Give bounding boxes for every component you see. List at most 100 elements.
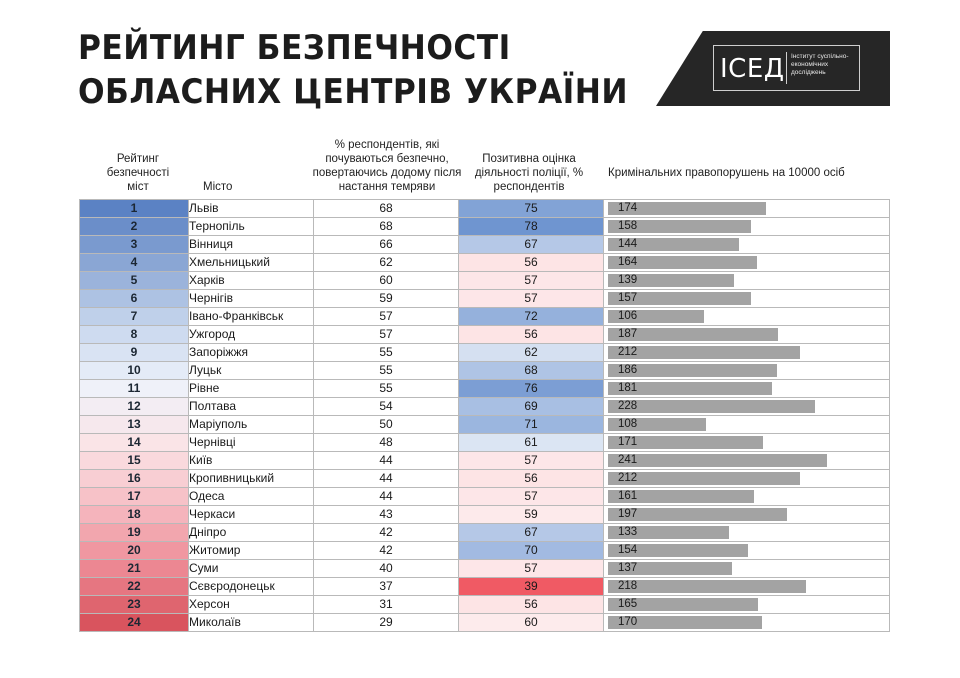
crime-value: 144 (618, 238, 638, 250)
safe-percent-cell: 44 (313, 451, 459, 470)
city-cell: Маріуполь (188, 415, 314, 434)
city-cell: Миколаїв (188, 613, 314, 632)
crime-bar (608, 202, 766, 215)
city-cell: Вінниця (188, 235, 314, 254)
crime-bar (608, 526, 729, 539)
rank-cell: 20 (79, 541, 189, 560)
safe-percent-cell: 59 (313, 289, 459, 308)
police-rating-cell: 68 (458, 361, 604, 380)
logo-divider (786, 52, 787, 84)
table-row: 10 Луцьк 55 68 186 (79, 361, 890, 380)
table-row: 7 Івано-Франківськ 57 72 106 (79, 307, 890, 326)
police-rating-cell: 57 (458, 487, 604, 506)
rank-cell: 4 (79, 253, 189, 272)
police-rating-cell: 71 (458, 415, 604, 434)
table-row: 5 Харків 60 57 139 (79, 271, 890, 290)
rank-cell: 17 (79, 487, 189, 506)
police-rating-cell: 75 (458, 199, 604, 218)
police-rating-cell: 60 (458, 613, 604, 632)
city-cell: Луцьк (188, 361, 314, 380)
police-rating-cell: 56 (458, 595, 604, 614)
safe-percent-cell: 50 (313, 415, 459, 434)
crime-value: 170 (618, 616, 638, 628)
police-rating-cell: 57 (458, 289, 604, 308)
table-row: 17 Одеса 44 57 161 (79, 487, 890, 506)
crime-bar (608, 616, 762, 629)
safe-percent-cell: 54 (313, 397, 459, 416)
logo: ІСЕД Інститут суспільно-економічних досл… (656, 31, 890, 106)
crime-bar (608, 508, 787, 521)
crime-bar (608, 238, 739, 251)
crime-bar (608, 472, 800, 485)
logo-frame: ІСЕД Інститут суспільно-економічних досл… (713, 45, 860, 91)
crime-value: 218 (618, 580, 638, 592)
crime-value: 106 (618, 310, 638, 322)
safe-percent-cell: 29 (313, 613, 459, 632)
rank-cell: 5 (79, 271, 189, 290)
crime-value: 161 (618, 490, 638, 502)
police-rating-cell: 57 (458, 271, 604, 290)
rank-cell: 13 (79, 415, 189, 434)
crime-cell: 187 (603, 325, 890, 344)
crime-value: 158 (618, 220, 638, 232)
table-row: 15 Київ 44 57 241 (79, 451, 890, 470)
table-row: 6 Чернігів 59 57 157 (79, 289, 890, 308)
crime-value: 187 (618, 328, 638, 340)
police-rating-cell: 67 (458, 235, 604, 254)
police-rating-cell: 69 (458, 397, 604, 416)
crime-value: 133 (618, 526, 638, 538)
city-cell: Одеса (188, 487, 314, 506)
crime-cell: 106 (603, 307, 890, 326)
title-line-1: РЕЙТИНГ БЕЗПЕЧНОСТІ (78, 28, 511, 68)
safe-percent-cell: 42 (313, 541, 459, 560)
title-line-2: ОБЛАСНИХ ЦЕНТРІВ УКРАЇНИ (78, 72, 629, 112)
crime-cell: 174 (603, 199, 890, 218)
city-cell: Чернівці (188, 433, 314, 452)
police-rating-cell: 72 (458, 307, 604, 326)
crime-bar (608, 328, 778, 341)
table-row: 3 Вінниця 66 67 144 (79, 235, 890, 254)
crime-bar (608, 436, 763, 449)
page-title: РЕЙТИНГ БЕЗПЕЧНОСТІ ОБЛАСНИХ ЦЕНТРІВ УКР… (78, 26, 628, 114)
rank-cell: 15 (79, 451, 189, 470)
safe-percent-cell: 43 (313, 505, 459, 524)
crime-cell: 164 (603, 253, 890, 272)
crime-value: 157 (618, 292, 638, 304)
crime-bar (608, 490, 754, 503)
crime-bar (608, 544, 748, 557)
rank-cell: 10 (79, 361, 189, 380)
police-rating-cell: 78 (458, 217, 604, 236)
table-row: 20 Житомир 42 70 154 (79, 541, 890, 560)
table-row: 23 Херсон 31 56 165 (79, 595, 890, 614)
crime-cell: 137 (603, 559, 890, 578)
safe-percent-cell: 55 (313, 379, 459, 398)
crime-cell: 241 (603, 451, 890, 470)
crime-cell: 212 (603, 343, 890, 362)
crime-value: 228 (618, 400, 638, 412)
crime-value: 108 (618, 418, 638, 430)
city-cell: Київ (188, 451, 314, 470)
crime-cell: 212 (603, 469, 890, 488)
table-row: 22 Сєвєродонецьк 37 39 218 (79, 577, 890, 596)
city-cell: Дніпро (188, 523, 314, 542)
table-row: 11 Рівне 55 76 181 (79, 379, 890, 398)
crime-cell: 181 (603, 379, 890, 398)
table-row: 19 Дніпро 42 67 133 (79, 523, 890, 542)
table-row: 2 Тернопіль 68 78 158 (79, 217, 890, 236)
header-rank: Рейтинг безпечності міст (106, 153, 170, 193)
city-cell: Суми (188, 559, 314, 578)
crime-value: 139 (618, 274, 638, 286)
city-cell: Кропивницький (188, 469, 314, 488)
safe-percent-cell: 42 (313, 523, 459, 542)
header-safe: % респондентів, які почуваються безпечно… (312, 139, 462, 193)
crime-bar (608, 454, 827, 467)
crime-bar (608, 400, 815, 413)
crime-bar (608, 382, 772, 395)
table-row: 13 Маріуполь 50 71 108 (79, 415, 890, 434)
safe-percent-cell: 55 (313, 361, 459, 380)
crime-cell: 133 (603, 523, 890, 542)
police-rating-cell: 76 (458, 379, 604, 398)
city-cell: Житомир (188, 541, 314, 560)
header-city: Місто (203, 181, 233, 193)
crime-value: 197 (618, 508, 638, 520)
